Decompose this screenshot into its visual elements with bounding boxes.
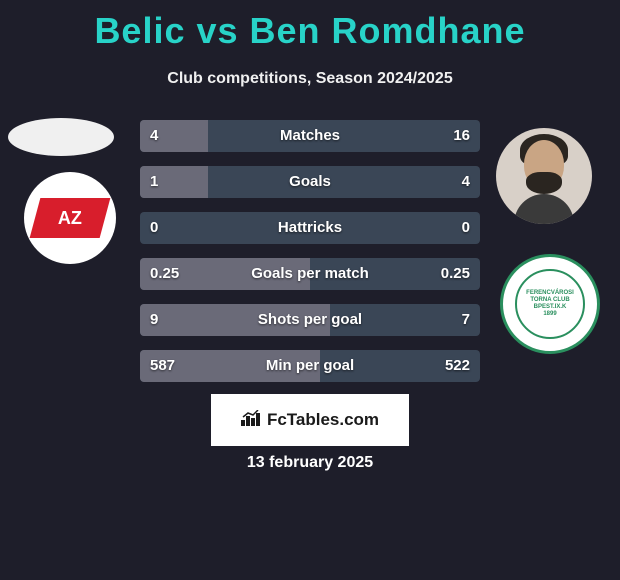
- stat-label: Goals: [140, 166, 480, 198]
- stat-label: Shots per goal: [140, 304, 480, 336]
- stat-label: Goals per match: [140, 258, 480, 290]
- stat-value-right: 4: [462, 166, 470, 198]
- brand-box[interactable]: FcTables.com: [211, 394, 409, 446]
- stat-row: 0Hattricks0: [140, 212, 480, 244]
- club-right-line2: BPEST.IX.K: [534, 304, 567, 311]
- stat-row: 9Shots per goal7: [140, 304, 480, 336]
- club-left-logo: AZ: [24, 172, 116, 264]
- subtitle: Club competitions, Season 2024/2025: [0, 70, 620, 88]
- club-left-text: AZ: [58, 208, 82, 229]
- brand-text: FcTables.com: [267, 410, 379, 430]
- chart-icon: [241, 410, 261, 431]
- stat-value-right: 0.25: [441, 258, 470, 290]
- stats-area: 4Matches161Goals40Hattricks00.25Goals pe…: [140, 120, 480, 396]
- stat-row: 4Matches16: [140, 120, 480, 152]
- page-title: Belic vs Ben Romdhane: [0, 0, 620, 52]
- stat-value-right: 522: [445, 350, 470, 382]
- club-right-line1: FERENCVÁROSI TORNA CLUB: [517, 290, 583, 304]
- stat-label: Matches: [140, 120, 480, 152]
- club-right-logo: FERENCVÁROSI TORNA CLUB BPEST.IX.K 1899: [500, 254, 600, 354]
- stat-value-right: 7: [462, 304, 470, 336]
- stat-row: 587Min per goal522: [140, 350, 480, 382]
- stat-value-right: 0: [462, 212, 470, 244]
- stat-row: 0.25Goals per match0.25: [140, 258, 480, 290]
- stat-label: Min per goal: [140, 350, 480, 382]
- stat-row: 1Goals4: [140, 166, 480, 198]
- stat-label: Hattricks: [140, 212, 480, 244]
- date-text: 13 february 2025: [0, 454, 620, 472]
- player-left-avatar: [8, 118, 114, 156]
- club-right-line3: 1899: [543, 311, 556, 318]
- player-right-avatar: [496, 128, 592, 224]
- stat-value-right: 16: [453, 120, 470, 152]
